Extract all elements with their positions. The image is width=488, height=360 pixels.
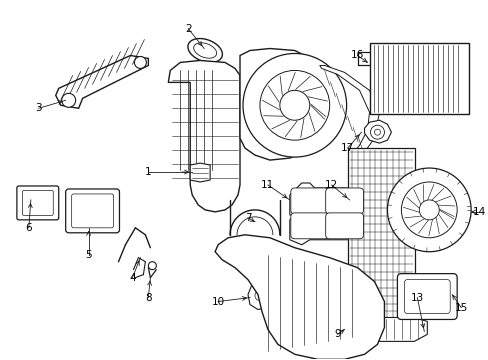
Text: 7: 7 — [244, 213, 251, 223]
FancyBboxPatch shape — [17, 186, 59, 220]
Text: 14: 14 — [471, 207, 485, 217]
Polygon shape — [190, 163, 210, 182]
FancyBboxPatch shape — [325, 213, 363, 239]
Text: 6: 6 — [25, 223, 32, 233]
Circle shape — [374, 129, 380, 135]
Circle shape — [260, 71, 329, 140]
FancyBboxPatch shape — [404, 280, 449, 314]
Polygon shape — [319, 66, 379, 158]
Circle shape — [419, 200, 438, 220]
Polygon shape — [168, 60, 240, 212]
Bar — [347, 148, 414, 323]
FancyBboxPatch shape — [72, 194, 113, 228]
Circle shape — [370, 125, 384, 139]
FancyBboxPatch shape — [65, 189, 119, 233]
Polygon shape — [289, 183, 367, 220]
Text: 13: 13 — [410, 293, 423, 302]
FancyBboxPatch shape — [22, 190, 53, 215]
Text: 9: 9 — [334, 329, 340, 339]
FancyBboxPatch shape — [290, 213, 328, 239]
Polygon shape — [215, 235, 384, 359]
Text: 10: 10 — [211, 297, 224, 306]
Circle shape — [243, 54, 346, 157]
Polygon shape — [247, 282, 271, 310]
Text: 17: 17 — [340, 143, 353, 153]
FancyBboxPatch shape — [397, 274, 456, 319]
Text: 11: 11 — [261, 180, 274, 190]
Polygon shape — [56, 55, 148, 108]
Circle shape — [254, 291, 264, 301]
Text: 2: 2 — [184, 24, 191, 33]
Text: 15: 15 — [454, 302, 467, 312]
Circle shape — [134, 57, 146, 68]
Polygon shape — [240, 49, 334, 160]
Ellipse shape — [187, 39, 222, 63]
Circle shape — [279, 90, 309, 120]
Text: 16: 16 — [350, 50, 364, 60]
Polygon shape — [364, 120, 390, 143]
FancyBboxPatch shape — [290, 188, 328, 214]
Text: 4: 4 — [129, 273, 136, 283]
Circle shape — [148, 262, 156, 270]
Circle shape — [401, 182, 456, 238]
Polygon shape — [289, 208, 367, 245]
Bar — [369, 42, 468, 114]
Text: 5: 5 — [85, 250, 92, 260]
FancyBboxPatch shape — [325, 188, 363, 214]
Text: 3: 3 — [36, 103, 42, 113]
Ellipse shape — [193, 43, 216, 58]
Text: 8: 8 — [145, 293, 151, 302]
Text: 12: 12 — [325, 180, 338, 190]
Text: 1: 1 — [145, 167, 151, 177]
Circle shape — [386, 168, 470, 252]
Polygon shape — [347, 318, 427, 341]
Circle shape — [61, 93, 76, 107]
